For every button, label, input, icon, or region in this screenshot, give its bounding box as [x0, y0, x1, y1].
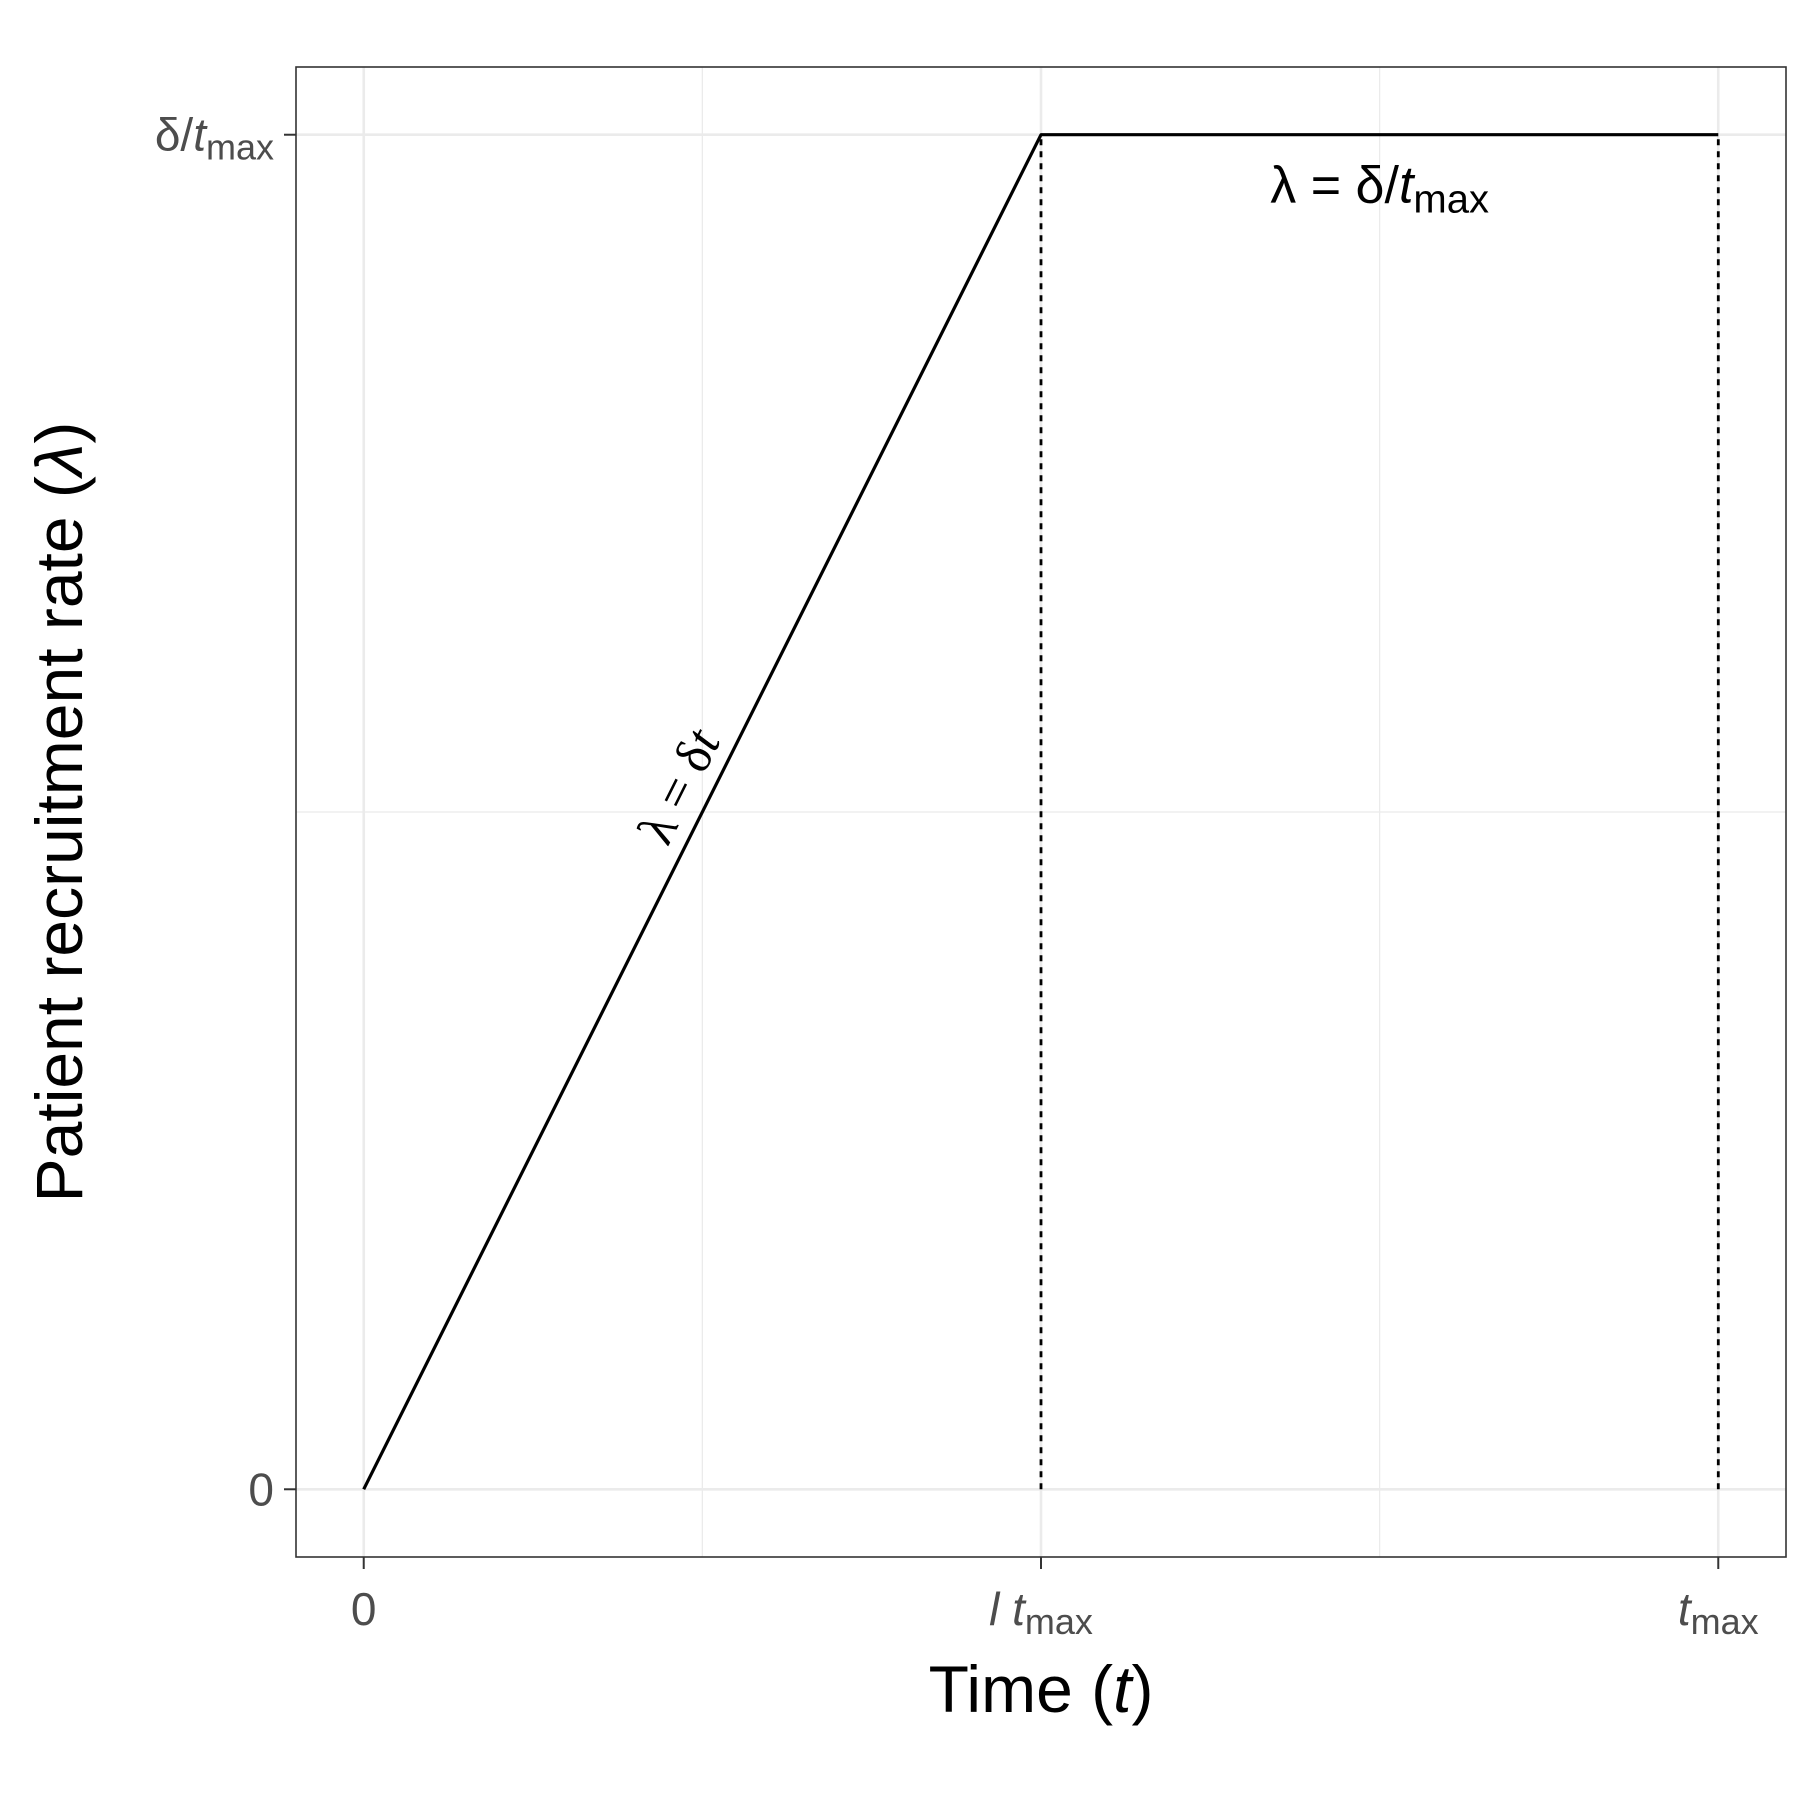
x-tick-label-main: l t: [989, 1583, 1027, 1635]
x-axis-title-prefix: Time (: [929, 1652, 1114, 1726]
x-tick-label: l tmax: [989, 1583, 1093, 1642]
y-tick-label-prefix: δ/: [155, 109, 194, 161]
x-axis-title-var: t: [1113, 1652, 1134, 1726]
annotation-plateau-prefix: λ = δ/: [1270, 157, 1399, 215]
y-axis-title-suffix: ): [22, 422, 96, 444]
annotation-plateau-sub: max: [1413, 178, 1489, 222]
y-tick-label: 0: [248, 1463, 274, 1515]
y-axis-title: Patient recruitment rate (λ): [22, 422, 96, 1203]
x-tick-label-main: t: [1678, 1583, 1693, 1635]
rate-line: [362, 133, 1719, 1491]
y-tick-label-var: t: [193, 109, 208, 161]
x-axis-title: Time (t): [929, 1652, 1154, 1726]
y-axis-title-text: Patient recruitment rate (: [22, 476, 96, 1202]
y-tick-label-sub: max: [206, 127, 274, 168]
series-layer: [362, 133, 1720, 1491]
x-tick-label-sub: max: [1691, 1601, 1759, 1642]
x-axis-title-suffix: ): [1131, 1652, 1153, 1726]
x-tick-label: 0: [351, 1583, 377, 1635]
annotation-plateau-var: t: [1399, 157, 1416, 215]
annotation-plateau: λ = δ/tmax: [1270, 157, 1489, 222]
y-tick-label-main: 0: [248, 1463, 274, 1515]
y-axis-title-symbol: λ: [22, 444, 96, 479]
y-tick-label: δ/tmax: [155, 109, 274, 168]
x-tick-label-sub: max: [1025, 1601, 1093, 1642]
x-tick-label-main: 0: [351, 1583, 377, 1635]
x-tick-label: tmax: [1678, 1583, 1759, 1642]
